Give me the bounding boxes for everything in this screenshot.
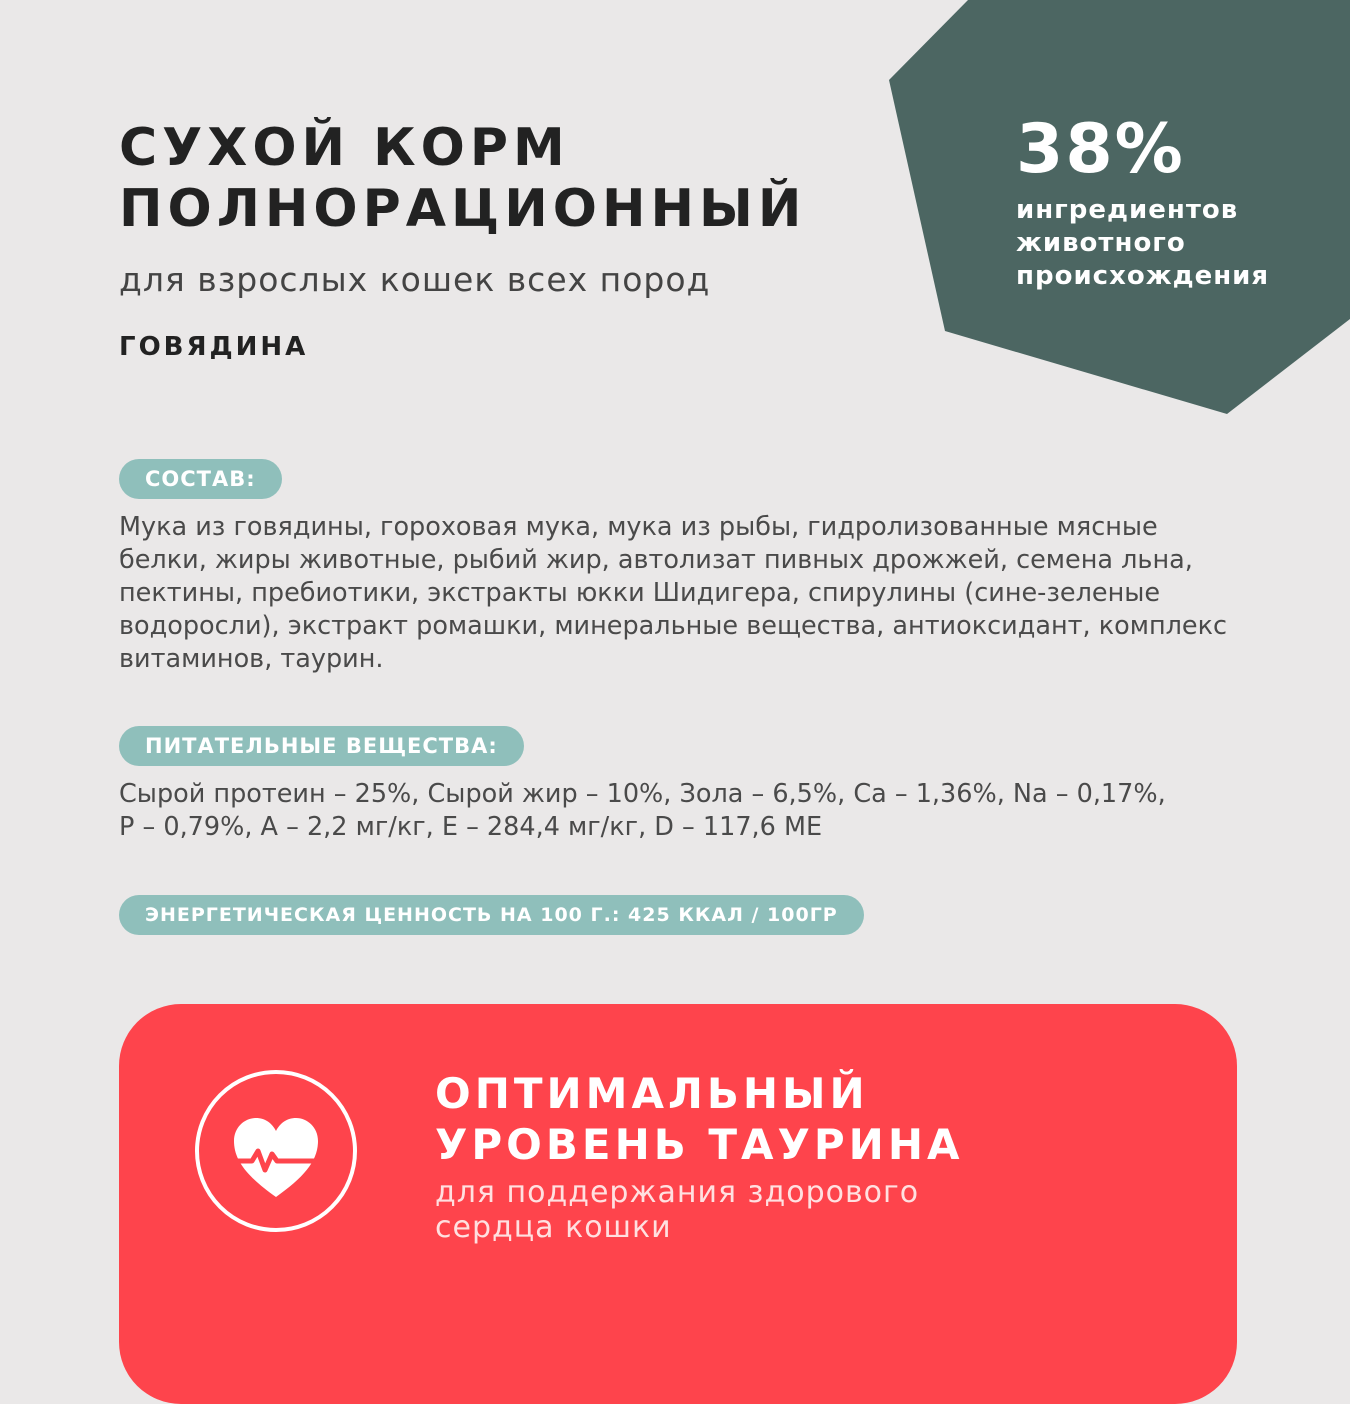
badge-caption-line: ингредиентов <box>1016 195 1239 225</box>
product-flavor: ГОВЯДИНА <box>119 332 309 362</box>
energy-value-label: ЭНЕРГЕТИЧЕСКАЯ ЦЕННОСТЬ НА 100 Г.: 425 К… <box>119 895 864 935</box>
composition-text: Мука из говядины, гороховая мука, мука и… <box>119 512 1228 674</box>
feature-description: для поддержания здорового сердца кошки <box>435 1175 1135 1245</box>
badge-caption: ингредиентов животного происхождения <box>1016 194 1269 293</box>
badge-caption-line: происхождения <box>1016 261 1270 291</box>
nutrients-text: Сырой протеин – 25%, Сырой жир – 10%, Зо… <box>119 778 1239 844</box>
product-subtitle: для взрослых кошек всех пород <box>119 260 711 299</box>
feature-title-line: ОПТИМАЛЬНЫЙ <box>435 1069 869 1118</box>
feature-description-line: для поддержания здорового <box>435 1175 920 1210</box>
feature-title-line: УРОВЕНЬ ТАУРИНА <box>435 1120 964 1169</box>
nutrients-label: ПИТАТЕЛЬНЫЕ ВЕЩЕСТВА: <box>119 726 524 766</box>
animal-ingredients-badge: 38% ингредиентов животного происхождения <box>1016 108 1269 293</box>
nutrients-line: Сырой протеин – 25%, Сырой жир – 10%, Зо… <box>119 779 1166 809</box>
taurine-feature-card: ОПТИМАЛЬНЫЙ УРОВЕНЬ ТАУРИНА для поддержа… <box>119 1004 1237 1404</box>
feature-description-line: сердца кошки <box>435 1210 672 1245</box>
badge-shape <box>889 0 1350 414</box>
composition-label: СОСТАВ: <box>119 459 282 499</box>
badge-percent: 38% <box>1016 110 1185 189</box>
nutrients-line: P – 0,79%, A – 2,2 мг/кг, E – 284,4 мг/к… <box>119 812 823 842</box>
product-title: СУХОЙ КОРМ ПОЛНОРАЦИОННЫЙ <box>119 118 879 240</box>
heart-pulse-icon <box>195 1070 357 1232</box>
product-title-line: СУХОЙ КОРМ <box>119 118 570 178</box>
feature-title: ОПТИМАЛЬНЫЙ УРОВЕНЬ ТАУРИНА <box>435 1068 1215 1170</box>
product-title-line: ПОЛНОРАЦИОННЫЙ <box>119 179 807 239</box>
badge-caption-line: животного <box>1016 228 1186 258</box>
